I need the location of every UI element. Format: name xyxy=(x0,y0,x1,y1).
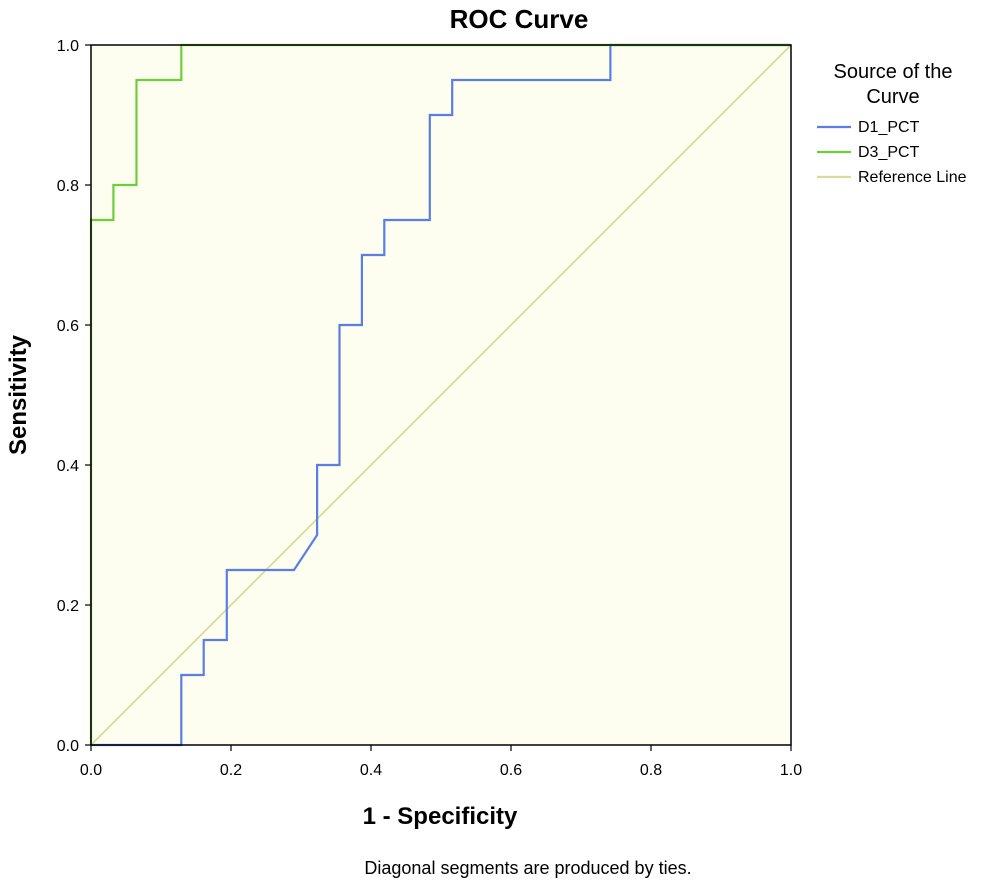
legend: Source of the Curve D1_PCT D3_PCT Referenc… xyxy=(817,61,967,186)
legend-label: D3_PCT xyxy=(858,144,920,161)
legend-title-line-1: Source of the xyxy=(834,61,953,83)
x-tick-label: 0.4 xyxy=(360,762,382,779)
series-line-d3-pct xyxy=(89,43,791,745)
y-axis-ticks: 0.0 0.2 0.4 0.6 0.8 1.0 xyxy=(57,38,91,755)
y-tick-label: 0.2 xyxy=(57,598,79,615)
footnote: Diagonal segments are produced by ties. xyxy=(364,858,691,878)
series-layer xyxy=(89,43,792,747)
legend-label: Reference Line xyxy=(858,169,967,186)
x-axis-title: 1 - Specificity xyxy=(363,803,518,830)
y-tick-label: 0.4 xyxy=(57,458,79,475)
legend-label: D1_PCT xyxy=(858,119,920,136)
series-line-reference-line xyxy=(90,44,792,746)
legend-title-line-2: Curve xyxy=(866,86,919,108)
x-axis-ticks: 0.0 0.2 0.4 0.6 0.8 1.0 xyxy=(80,745,802,779)
x-tick-label: 1.0 xyxy=(780,762,802,779)
chart-title: ROC Curve xyxy=(450,4,589,34)
y-tick-label: 0.6 xyxy=(57,318,79,335)
y-tick-label: 0.0 xyxy=(57,738,79,755)
y-tick-label: 1.0 xyxy=(57,38,79,55)
y-axis-title: Sensitivity xyxy=(5,334,32,455)
plot-frame xyxy=(90,44,792,746)
x-tick-label: 0.0 xyxy=(80,762,102,779)
x-tick-label: 0.6 xyxy=(500,762,522,779)
legend-items: D1_PCT D3_PCT Reference Line xyxy=(817,119,967,186)
y-tick-label: 0.8 xyxy=(57,178,79,195)
x-tick-label: 0.8 xyxy=(640,762,662,779)
series-line-d1-pct xyxy=(91,43,791,747)
x-tick-label: 0.2 xyxy=(220,762,242,779)
